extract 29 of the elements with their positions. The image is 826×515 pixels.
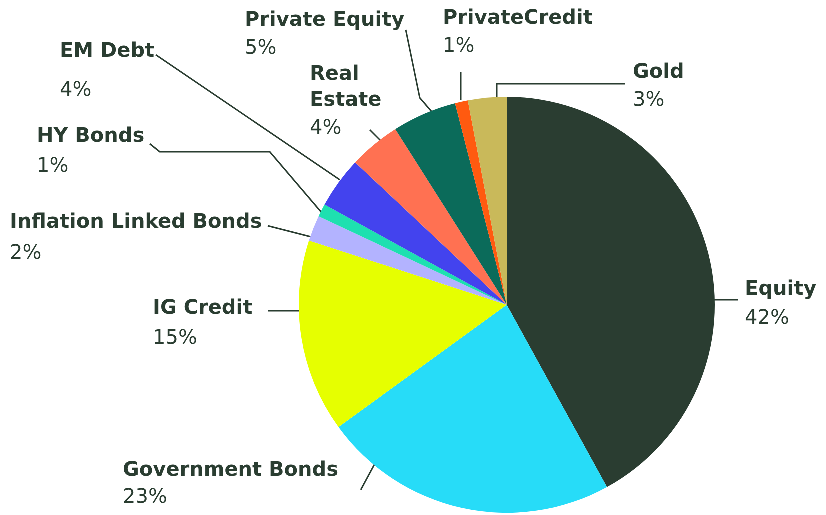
- pie-slice: [468, 97, 507, 305]
- slice-label: Inflation Linked Bonds: [10, 209, 262, 233]
- pie-slice: [318, 204, 507, 305]
- data-label: 5%: [245, 35, 277, 59]
- data-label: 1%: [37, 153, 69, 177]
- pie-slice: [299, 240, 507, 428]
- pie-slice: [396, 104, 507, 305]
- data-label: 42%: [745, 305, 790, 329]
- slice-label: EM Debt: [60, 38, 156, 62]
- data-label: 4%: [310, 115, 342, 139]
- slice-label: PrivateCredit: [443, 5, 594, 29]
- pie-slice: [455, 100, 507, 305]
- pie-slice: [355, 129, 507, 305]
- slice-label: IG Credit: [153, 295, 254, 319]
- slice-label: Private Equity: [245, 7, 405, 31]
- data-label: 2%: [10, 240, 42, 264]
- pie-slice: [309, 216, 507, 305]
- data-label: 15%: [153, 325, 198, 349]
- data-label: 1%: [443, 33, 475, 57]
- data-label: 23%: [123, 484, 168, 508]
- data-label: 3%: [633, 87, 665, 111]
- slice-label: Equity: [745, 276, 817, 300]
- pie-slice: [338, 305, 608, 513]
- slice-label: HY Bonds: [37, 123, 145, 147]
- data-label: 4%: [60, 77, 92, 101]
- slice-label: Gold: [633, 59, 684, 83]
- slice-label: Government Bonds: [123, 457, 338, 481]
- pie-slice: [324, 162, 507, 305]
- slice-label: Real Estate: [310, 61, 382, 111]
